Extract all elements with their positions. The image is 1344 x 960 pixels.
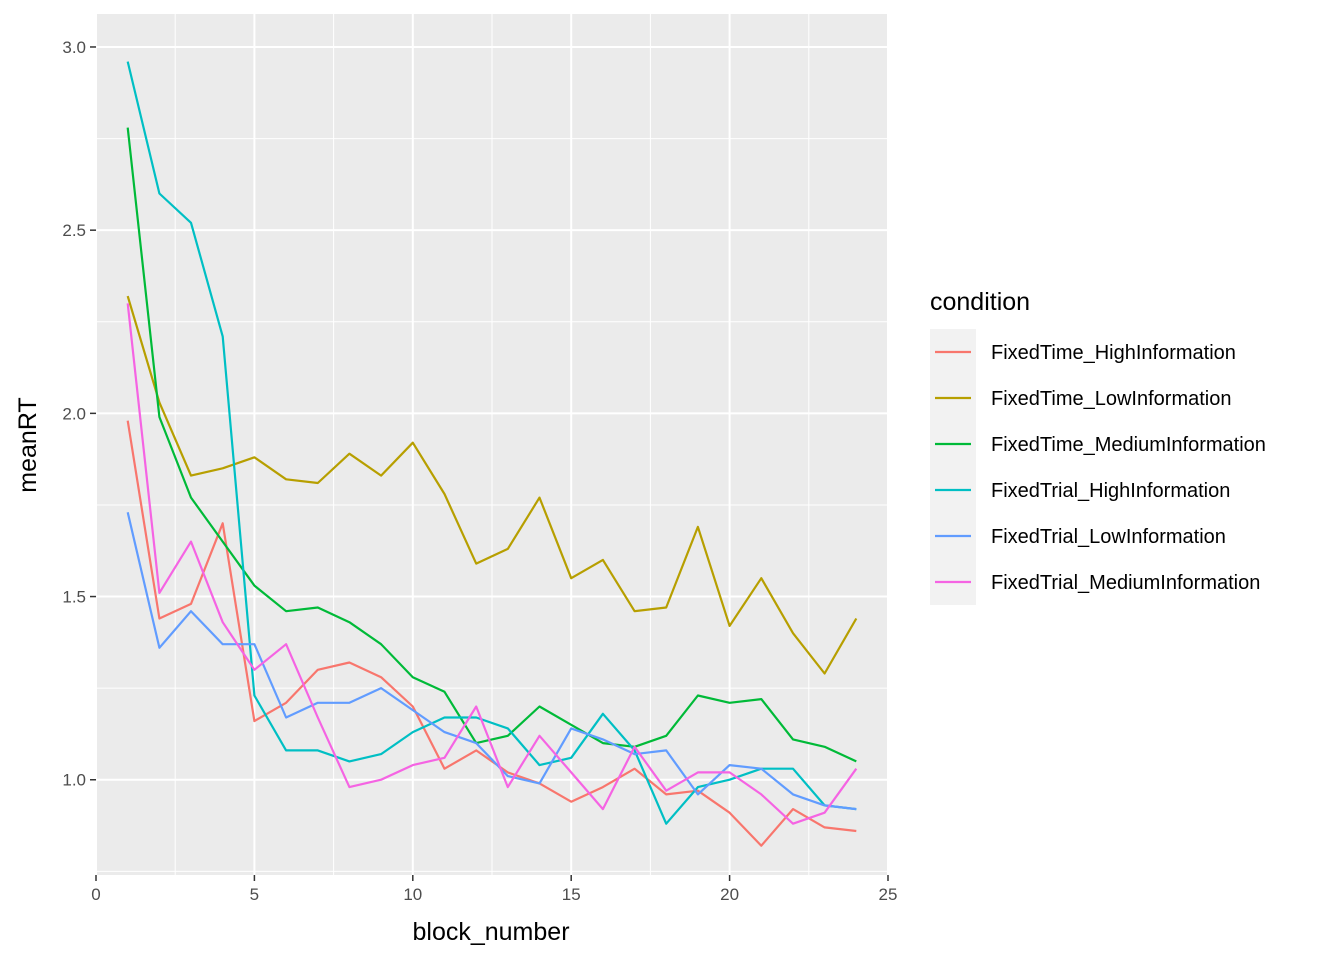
y-tick-label: 1.5 [62,588,86,607]
x-tick-label: 5 [250,885,259,904]
legend-label: FixedTime_HighInformation [991,342,1236,364]
legend-items: FixedTime_HighInformation FixedTime_LowIn… [935,342,1266,594]
legend-label: FixedTrial_MediumInformation [991,572,1260,594]
series-line [126,61,857,825]
y-tick-label: 1.0 [62,771,86,790]
x-axis: 0 5 10 15 20 25 [91,875,897,904]
y-axis-title: meanRT [14,397,42,492]
series-line [126,295,858,675]
series-line [126,420,857,847]
x-tick-label: 15 [562,885,581,904]
legend: condition FixedTime_HighInformationFixed… [930,288,1266,605]
legend-key-background [930,329,976,605]
minor-gridlines [96,14,888,875]
series-line [126,303,858,825]
series-line [126,127,857,763]
x-tick-label: 25 [879,885,898,904]
x-tick-label: 20 [720,885,739,904]
x-tick-label: 0 [91,885,100,904]
x-axis-title: block_number [412,918,569,946]
legend-label: FixedTrial_HighInformation [991,480,1230,502]
x-tick-label: 10 [403,885,422,904]
legend-title: condition [930,288,1030,316]
y-tick-label: 2.0 [62,404,86,423]
y-tick-label: 2.5 [62,221,86,240]
legend-label: FixedTrial_LowInformation [991,526,1226,548]
series-line [126,512,857,811]
series-lines [126,61,858,847]
major-gridlines [95,14,889,875]
legend-label: FixedTime_LowInformation [991,388,1231,410]
legend-label: FixedTime_MediumInformation [991,434,1266,456]
y-axis: 1.0 1.5 2.0 2.5 3.0 [62,38,96,790]
y-tick-label: 3.0 [62,38,86,57]
